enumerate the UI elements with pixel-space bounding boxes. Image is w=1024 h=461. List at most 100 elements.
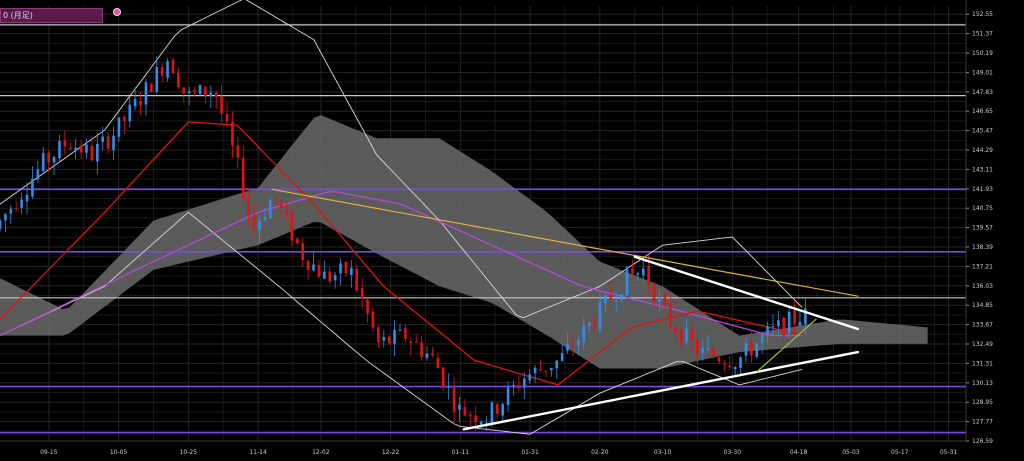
candle-up — [555, 360, 559, 369]
x-tick-label: 12-02 — [312, 449, 330, 456]
candle-down — [47, 152, 50, 163]
candle-up — [95, 143, 99, 162]
candle-down — [647, 266, 650, 285]
candle-down — [452, 387, 456, 412]
candle-down — [717, 357, 721, 362]
candle-down — [668, 304, 672, 327]
candle-up — [52, 156, 56, 163]
candle-down — [782, 317, 786, 336]
candle-down — [236, 145, 240, 158]
settings-dot-icon[interactable] — [113, 8, 121, 16]
candle-down — [139, 101, 142, 106]
candle-up — [128, 104, 132, 122]
candle-down — [474, 415, 477, 423]
candle-down — [252, 214, 256, 228]
candle-down — [420, 342, 423, 357]
candle-up — [382, 336, 386, 341]
candle-up — [744, 343, 748, 356]
ichimoku-cloud — [0, 115, 928, 369]
candle-down — [690, 329, 694, 341]
y-tick-label: 128.95 — [972, 399, 993, 406]
trendline-green — [756, 318, 817, 373]
trendlines — [271, 188, 860, 431]
candle-down — [360, 288, 364, 299]
candle-down — [409, 341, 413, 343]
y-tick-label: 131.31 — [972, 360, 993, 367]
candle-up — [209, 92, 213, 97]
candle-down — [182, 87, 186, 93]
moving-averages — [0, 121, 803, 386]
candle-up — [447, 386, 450, 388]
candle-down — [544, 370, 548, 372]
y-tick-label: 149.01 — [972, 69, 993, 76]
candle-down — [123, 116, 126, 122]
candle-down — [274, 198, 277, 200]
candle-up — [598, 301, 602, 331]
candle-up — [133, 98, 137, 107]
candle-up — [550, 367, 553, 371]
candle-up — [74, 147, 77, 152]
candle-down — [160, 67, 164, 76]
candle-down — [79, 145, 83, 153]
candle-down — [593, 323, 596, 328]
candle-up — [604, 295, 607, 303]
candle-up — [804, 308, 807, 325]
candle-up — [258, 220, 261, 230]
x-tick-label: 09-15 — [40, 449, 58, 456]
candle-up — [350, 267, 353, 276]
candle-down — [517, 385, 521, 389]
y-tick-label: 126.59 — [972, 438, 993, 445]
y-tick-label: 127.77 — [972, 419, 993, 426]
indicator-label[interactable]: 0 (月足) — [0, 8, 103, 23]
candle-up — [636, 272, 640, 275]
trendline-white — [462, 350, 860, 431]
bollinger-lower-line — [0, 211, 803, 435]
x-tick-label: 04-18 — [790, 449, 808, 456]
candle-down — [371, 311, 375, 328]
candle-up — [166, 61, 169, 78]
candle-up — [685, 328, 688, 343]
candle-down — [414, 341, 418, 343]
x-tick-label: 01-11 — [452, 449, 470, 456]
y-tick-label: 137.21 — [972, 263, 993, 270]
candles — [0, 55, 807, 432]
candle-up — [582, 325, 586, 342]
candle-down — [193, 90, 196, 92]
candle-down — [468, 414, 472, 416]
candle-up — [268, 200, 272, 219]
y-tick-label: 140.75 — [972, 205, 993, 212]
candle-down — [366, 299, 369, 314]
candle-up — [523, 378, 526, 388]
candle-down — [793, 310, 796, 324]
y-tick-label: 133.67 — [972, 322, 993, 329]
candle-up — [771, 325, 775, 327]
candle-up — [58, 140, 61, 159]
bollinger-upper-line — [0, 0, 803, 319]
candle-up — [31, 178, 34, 197]
candle-up — [739, 357, 742, 368]
candle-up — [501, 403, 505, 416]
candle-up — [198, 85, 202, 94]
x-tick-label: 10-25 — [180, 449, 198, 456]
candle-down — [68, 148, 72, 150]
ma-purple-line — [0, 190, 803, 337]
cloud-area — [0, 115, 928, 369]
candle-up — [577, 339, 580, 346]
y-tick-label: 147.83 — [972, 89, 993, 96]
candle-up — [458, 404, 461, 410]
candle-down — [750, 342, 753, 356]
x-tick-label: 03-10 — [654, 449, 672, 456]
candle-up — [85, 144, 88, 153]
candle-up — [566, 344, 569, 351]
y-tick-label: 145.47 — [972, 128, 993, 135]
candle-up — [506, 387, 510, 405]
candle-down — [290, 212, 294, 241]
y-tick-label: 139.57 — [972, 225, 993, 232]
x-axis: 09-15 10-05 10-25 11-14 12-02 12-22 01-11 01-31… — [0, 440, 966, 456]
candle-up — [755, 343, 759, 357]
candle-down — [463, 406, 467, 416]
y-tick-label: 132.49 — [972, 341, 993, 348]
candle-up — [323, 271, 326, 279]
candle-up — [36, 169, 40, 180]
candle-down — [723, 363, 726, 365]
